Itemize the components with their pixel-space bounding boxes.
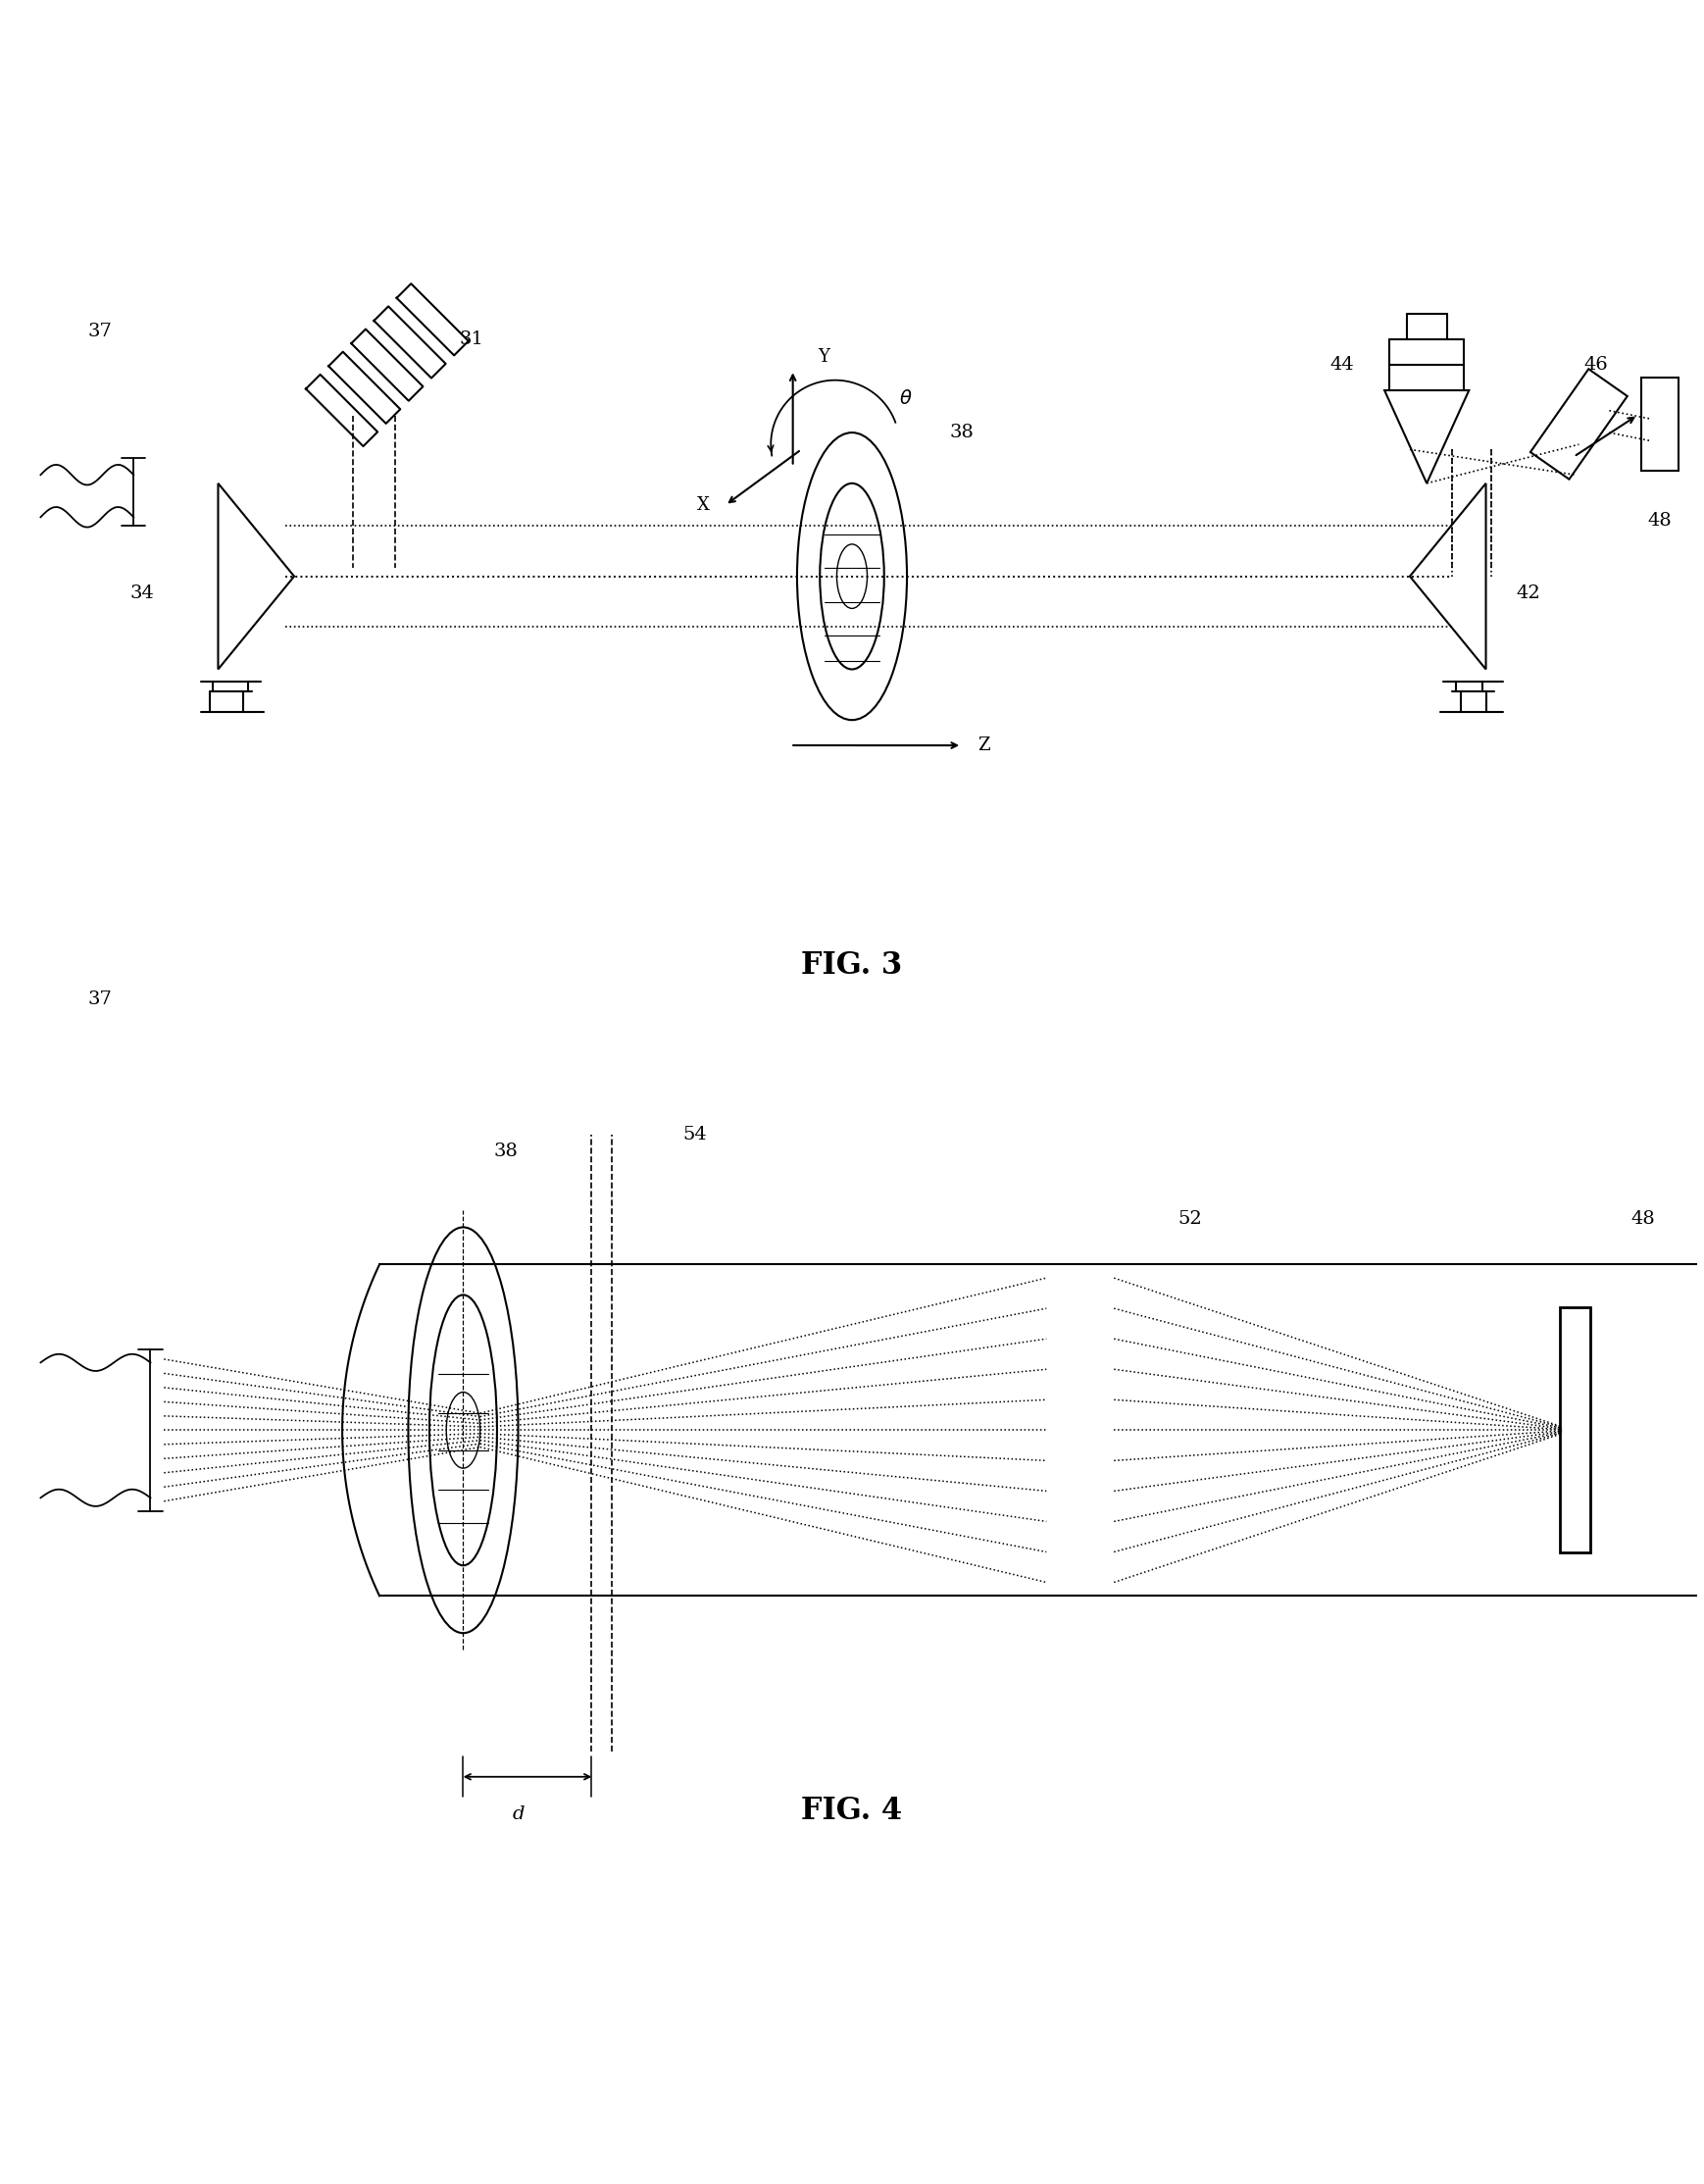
Text: 31: 31 <box>460 330 484 349</box>
Text: Y: Y <box>818 347 830 365</box>
Text: FIG. 3: FIG. 3 <box>801 950 903 981</box>
Bar <box>1561 1308 1592 1553</box>
Text: d: d <box>513 1806 525 1824</box>
Text: 54: 54 <box>683 1125 707 1142</box>
Text: X: X <box>697 496 709 513</box>
Text: 48: 48 <box>1648 511 1672 529</box>
Text: 52: 52 <box>1177 1210 1203 1227</box>
Text: 44: 44 <box>1331 356 1355 373</box>
Text: 37: 37 <box>87 989 112 1007</box>
Text: 42: 42 <box>1517 585 1540 603</box>
Text: 38: 38 <box>492 1142 518 1160</box>
Text: 34: 34 <box>130 585 155 603</box>
Text: FIG. 4: FIG. 4 <box>801 1795 903 1826</box>
Text: 38: 38 <box>949 424 975 441</box>
Text: Z: Z <box>978 736 990 753</box>
Text: 37: 37 <box>87 323 112 341</box>
Bar <box>1641 378 1678 470</box>
Text: $\theta$: $\theta$ <box>900 389 913 408</box>
Text: 46: 46 <box>1583 356 1609 373</box>
Text: 48: 48 <box>1631 1210 1655 1227</box>
